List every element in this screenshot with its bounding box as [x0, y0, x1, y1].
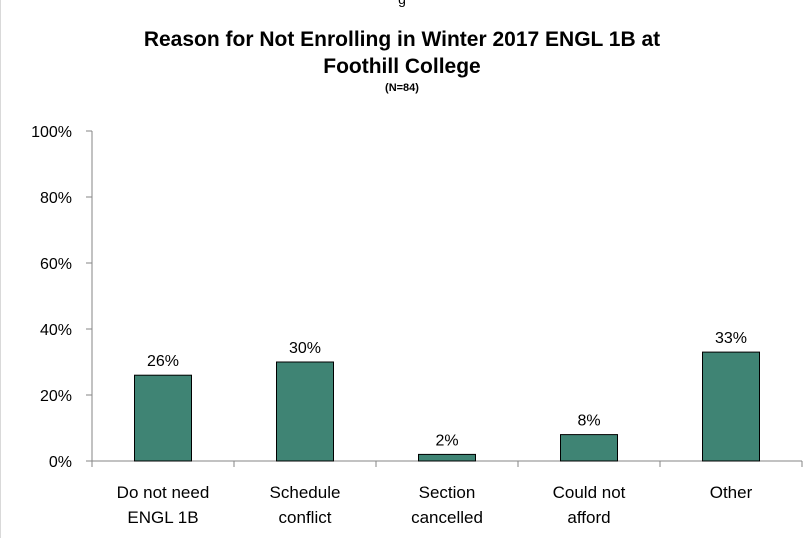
chart-subtitle: (N=84) [385, 82, 419, 94]
y-tick-label: 60% [40, 256, 72, 273]
category-label: cancelled [411, 508, 483, 527]
y-tick-label: 100% [31, 124, 72, 141]
bar [276, 361, 334, 462]
y-tick-label: 0% [49, 454, 72, 471]
category-label: Other [710, 483, 753, 502]
data-label: 30% [289, 340, 321, 357]
category-label: Schedule [270, 483, 341, 502]
category-label: Could not [553, 483, 626, 502]
y-tick-label: 80% [40, 190, 72, 207]
category-label: ENGL 1B [127, 508, 198, 527]
data-label: 33% [715, 330, 747, 347]
bar [702, 351, 760, 462]
chart-title-line-2: Foothill College [323, 55, 481, 78]
data-label: 2% [435, 432, 458, 449]
y-tick-label: 40% [40, 322, 72, 339]
bar [560, 434, 618, 462]
top-cropped-text: g [0, 0, 804, 7]
bar [418, 453, 476, 462]
category-label: Section [419, 483, 476, 502]
data-label: 26% [147, 353, 179, 370]
category-label: afford [567, 508, 610, 527]
data-label: 8% [577, 413, 600, 430]
bar [134, 374, 192, 462]
chart-title-line-1: Reason for Not Enrolling in Winter 2017 … [143, 28, 661, 51]
chart-title: Reason for Not Enrolling in Winter 2017 … [0, 26, 804, 80]
y-tick-label: 20% [40, 388, 72, 405]
category-label: Do not need [117, 483, 210, 502]
category-label: conflict [279, 508, 332, 527]
